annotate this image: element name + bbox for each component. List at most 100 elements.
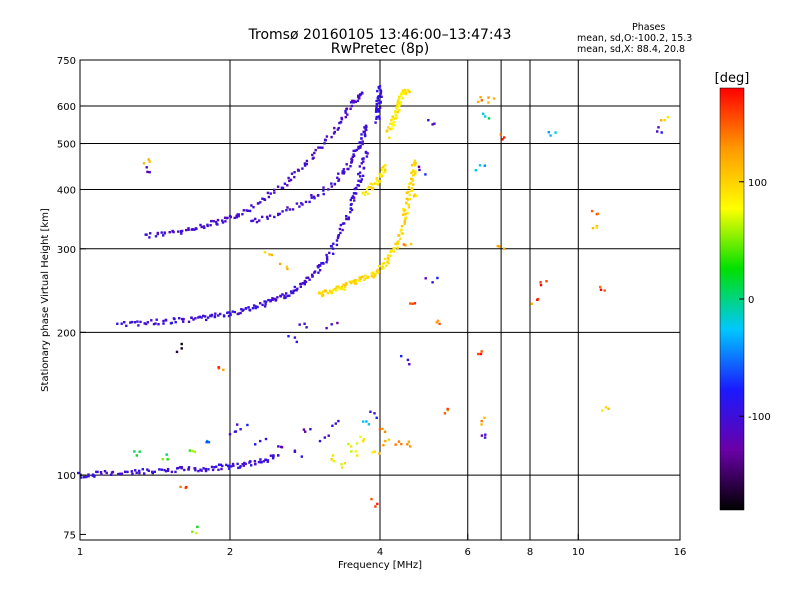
trace-point	[352, 154, 356, 158]
scatter-point	[415, 194, 418, 197]
scatter-point	[427, 119, 430, 122]
trace-point	[397, 99, 400, 102]
scatter-point	[336, 321, 339, 325]
trace-point	[341, 170, 344, 173]
scatter-point	[254, 443, 257, 446]
trace-point	[269, 300, 272, 303]
trace-point	[143, 472, 146, 475]
trace-point	[364, 274, 367, 277]
scatter-point	[656, 130, 659, 133]
trace-point	[296, 168, 300, 171]
trace-point	[387, 126, 390, 129]
trace-point	[355, 192, 358, 195]
scatter-point	[436, 276, 439, 280]
trace-point	[349, 198, 352, 202]
trace-point	[370, 272, 373, 275]
chart-subtitle: RwPretec (8p)	[330, 41, 430, 57]
trace-point	[364, 124, 368, 127]
trace-point	[357, 172, 360, 176]
trace-point	[414, 170, 417, 173]
scatter-point	[365, 420, 368, 423]
trace-point	[105, 471, 108, 475]
trace-point	[359, 277, 363, 280]
trace-point	[399, 103, 402, 106]
trace-point	[299, 285, 302, 288]
scatter-point	[146, 170, 149, 174]
trace-point	[255, 220, 259, 224]
trace-point	[264, 300, 268, 303]
scatter-point	[596, 212, 600, 215]
trace-point	[359, 144, 362, 148]
trace-point	[325, 135, 329, 138]
trace-point	[251, 307, 255, 310]
trace-point	[166, 467, 170, 471]
trace-point	[263, 198, 267, 201]
scatter-point	[343, 462, 346, 465]
trace-point	[407, 198, 410, 201]
trace-point	[322, 189, 325, 192]
trace-point	[271, 297, 274, 300]
scatter-point	[387, 438, 391, 441]
trace-point	[246, 209, 250, 212]
trace-point	[392, 121, 396, 124]
trace-point	[77, 471, 80, 475]
trace-point	[237, 215, 240, 218]
scatter-point	[424, 173, 427, 176]
trace-point	[363, 277, 367, 280]
data-points	[77, 85, 669, 535]
scatter-point	[407, 440, 410, 443]
trace-point	[144, 233, 147, 236]
trace-point	[299, 282, 302, 286]
scatter-point	[295, 340, 298, 344]
scatter-point	[180, 342, 183, 346]
trace-point	[261, 197, 264, 200]
trace-point	[376, 110, 379, 113]
trace-point	[337, 178, 341, 181]
trace-point	[382, 266, 385, 270]
trace-point	[164, 470, 168, 473]
scatter-point	[411, 302, 414, 305]
trace-point	[377, 270, 380, 273]
trace-point	[87, 473, 90, 476]
trace-point	[396, 102, 399, 105]
trace-point	[213, 315, 216, 319]
scatter-point	[263, 251, 267, 254]
trace-point	[305, 162, 308, 166]
scatter-point	[330, 458, 333, 461]
trace-point	[386, 256, 390, 260]
scatter-point	[145, 166, 148, 169]
trace-point	[292, 291, 295, 295]
trace-point	[172, 230, 175, 234]
trace-point	[210, 313, 214, 317]
trace-point	[326, 258, 329, 261]
trace-point	[352, 196, 356, 199]
scatter-point	[663, 119, 666, 122]
trace-point	[233, 216, 236, 220]
scatter-point	[222, 368, 225, 371]
trace-point	[339, 223, 343, 227]
trace-point	[364, 150, 368, 154]
scatter-point	[539, 281, 542, 284]
scatter-point	[435, 321, 438, 324]
scatter-point	[549, 134, 552, 137]
trace-point	[359, 180, 363, 183]
trace-point	[183, 468, 186, 472]
scatter-point	[327, 434, 330, 437]
trace-point	[220, 467, 223, 471]
scatter-point	[207, 441, 211, 444]
trace-point	[138, 471, 141, 475]
scatter-point	[483, 416, 486, 419]
scatter-point	[487, 101, 490, 104]
trace-point	[249, 460, 252, 463]
trace-point	[272, 455, 275, 458]
scatter-point	[487, 117, 491, 120]
scatter-point	[165, 453, 168, 456]
trace-point	[333, 130, 336, 134]
x-tick-label: 16	[674, 547, 687, 558]
trace-point	[348, 280, 351, 283]
trace-point	[154, 322, 157, 325]
scatter-point	[142, 162, 146, 165]
y-axis-label: Stationary phase Virtual Height [km]	[40, 208, 51, 392]
trace-point	[405, 201, 408, 204]
trace-point	[226, 216, 229, 220]
